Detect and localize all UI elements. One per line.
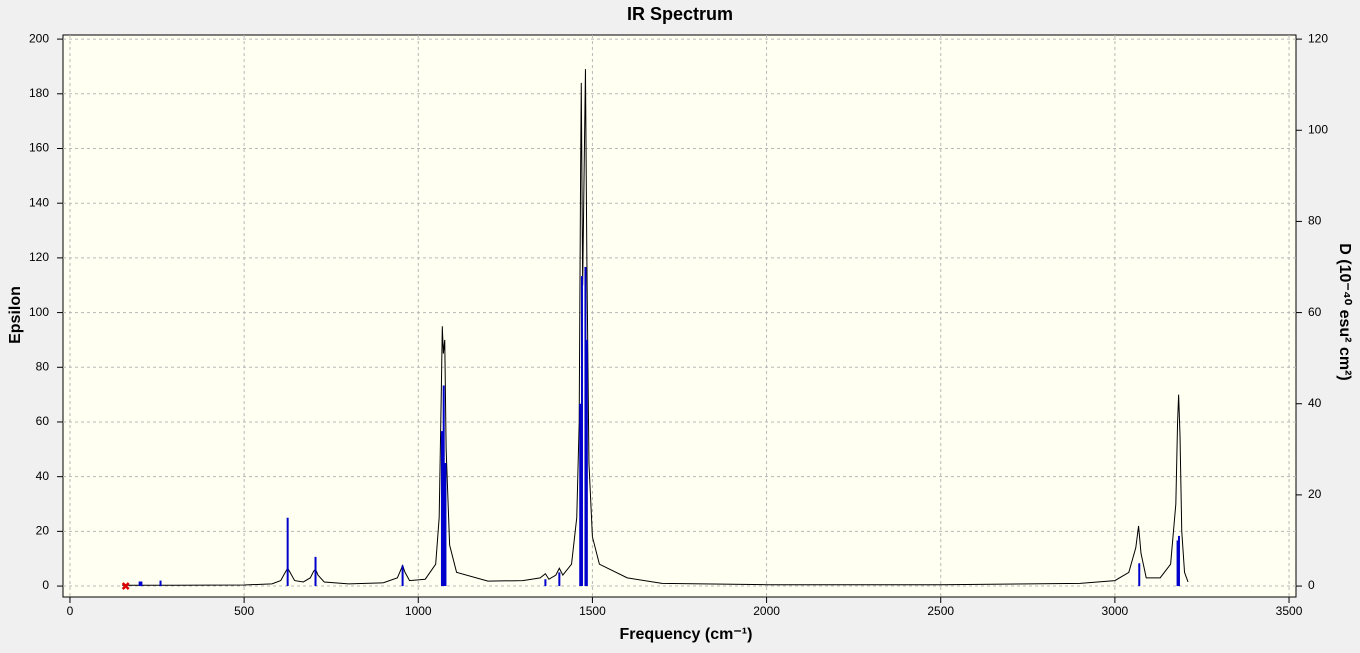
y2-tick-label: 20 [1308, 487, 1322, 501]
y2-tick-label: 40 [1308, 396, 1322, 410]
x-tick-label: 2500 [927, 604, 954, 618]
y2-tick-label: 80 [1308, 214, 1322, 228]
y-tick-label: 80 [36, 359, 50, 373]
chart-title: IR Spectrum [627, 4, 733, 24]
y-tick-label: 0 [42, 578, 49, 592]
y-tick-label: 160 [29, 141, 49, 155]
y-tick-label: 200 [29, 31, 49, 45]
plot-area [62, 34, 1297, 598]
y-tick-label: 120 [29, 250, 49, 264]
y2-tick-label: 120 [1308, 31, 1328, 45]
y2-axis-title: D (10⁻⁴⁰ esu² cm²) [1336, 243, 1353, 380]
y-tick-label: 60 [36, 414, 50, 428]
x-tick-label: 1000 [405, 604, 432, 618]
x-tick-label: 3000 [1102, 604, 1129, 618]
y-tick-label: 100 [29, 305, 49, 319]
marker [121, 582, 130, 590]
x-tick-label: 500 [234, 604, 254, 618]
y2-tick-label: 60 [1308, 305, 1322, 319]
y-tick-label: 20 [36, 524, 50, 538]
y-axis-title: Epsilon [7, 286, 24, 344]
x-tick-label: 3500 [1276, 604, 1303, 618]
y2-tick-label: 100 [1308, 122, 1328, 136]
y2-tick-label: 0 [1308, 578, 1315, 592]
x-tick-label: 1500 [579, 604, 606, 618]
y-tick-label: 140 [29, 195, 49, 209]
x-axis-title: Frequency (cm⁻¹) [620, 626, 753, 643]
y-tick-label: 180 [29, 86, 49, 100]
x-tick-label: 0 [67, 604, 74, 618]
y-tick-label: 40 [36, 469, 50, 483]
x-tick-label: 2000 [753, 604, 780, 618]
